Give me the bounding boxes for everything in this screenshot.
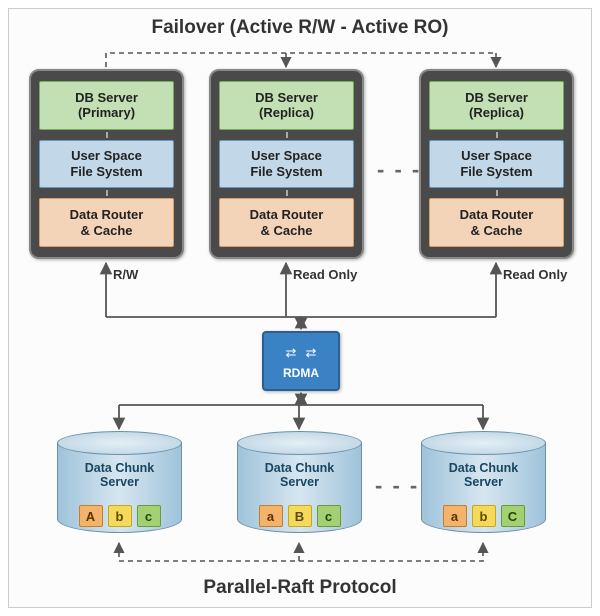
chunk-server-label: Data ChunkServer (57, 461, 182, 490)
user-space-fs-box: User SpaceFile System (219, 140, 354, 189)
user-space-fs-box: User SpaceFile System (39, 140, 174, 189)
db-server-title: DB Server(Primary) (75, 90, 138, 121)
read-only-label: Read Only (503, 267, 567, 282)
chunk-block: a (259, 505, 283, 527)
fs-label: User SpaceFile System (460, 148, 532, 179)
read-only-label: Read Only (293, 267, 357, 282)
chunk-block: c (317, 505, 341, 527)
db-server-box: DB Server(Replica) (219, 81, 354, 130)
chunk-block: a (443, 505, 467, 527)
chunk-blocks-row: aBc (237, 505, 362, 527)
diagram-frame: Failover (Active R/W - Active RO) Parall… (8, 8, 592, 608)
chunk-server-label: Data ChunkServer (237, 461, 362, 490)
ellipsis-chunk-servers: - - - (375, 473, 419, 499)
user-space-fs-box: User SpaceFile System (429, 140, 564, 189)
chunk-block: b (108, 505, 132, 527)
data-router-cache-box: Data Router& Cache (429, 198, 564, 247)
fs-label: User SpaceFile System (250, 148, 322, 179)
chunk-blocks-row: Abc (57, 505, 182, 527)
title-failover: Failover (Active R/W - Active RO) (9, 17, 591, 39)
db-server-box: DB Server(Replica) (429, 81, 564, 130)
rw-label: R/W (113, 267, 138, 282)
data-chunk-server: Data ChunkServer aBc (237, 431, 362, 541)
chunk-server-label: Data ChunkServer (421, 461, 546, 490)
chunk-block: C (501, 505, 525, 527)
db-server-primary: DB Server(Primary) User SpaceFile System D… (29, 69, 184, 259)
rdma-label: RDMA (283, 366, 319, 380)
chunk-block: c (137, 505, 161, 527)
chunk-block: B (288, 505, 312, 527)
db-server-replica: DB Server(Replica) User SpaceFile System D… (209, 69, 364, 259)
chunk-block: b (472, 505, 496, 527)
router-label: Data Router& Cache (250, 207, 324, 238)
data-chunk-server: Data ChunkServer abC (421, 431, 546, 541)
router-label: Data Router& Cache (70, 207, 144, 238)
ellipsis-db-servers: - - - (377, 157, 421, 183)
data-chunk-server: Data ChunkServer Abc (57, 431, 182, 541)
db-server-title: DB Server(Replica) (465, 90, 528, 121)
router-label: Data Router& Cache (460, 207, 534, 238)
db-server-title: DB Server(Replica) (255, 90, 318, 121)
data-router-cache-box: Data Router& Cache (219, 198, 354, 247)
rdma-switch-icon: ⇄ ⇄ (281, 343, 321, 363)
db-server-replica: DB Server(Replica) User SpaceFile System D… (419, 69, 574, 259)
title-raft: Parallel-Raft Protocol (9, 577, 591, 599)
rdma-switch: ⇄ ⇄ RDMA (262, 331, 340, 391)
chunk-blocks-row: abC (421, 505, 546, 527)
chunk-block: A (79, 505, 103, 527)
data-router-cache-box: Data Router& Cache (39, 198, 174, 247)
db-server-box: DB Server(Primary) (39, 81, 174, 130)
fs-label: User SpaceFile System (70, 148, 142, 179)
